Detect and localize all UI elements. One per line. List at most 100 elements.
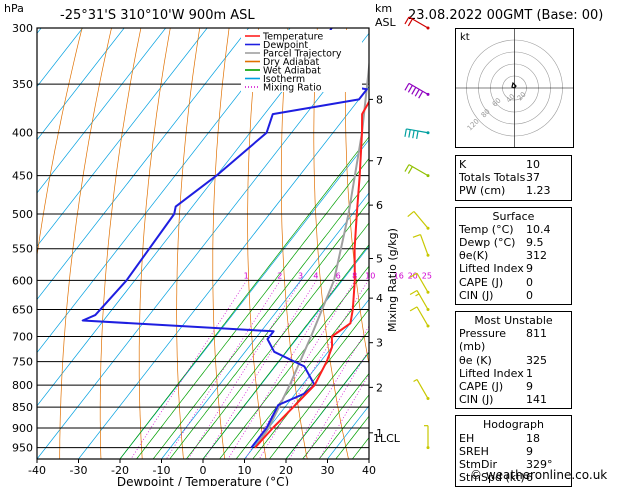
wind-barb-staff: [414, 211, 428, 228]
table-row: θe(K)312: [456, 249, 571, 262]
wind-barb-base: [427, 27, 430, 30]
table-row-value: 9: [526, 445, 568, 458]
asl-label: ASL: [375, 16, 396, 29]
table-row-key: Lifted Index: [459, 367, 526, 380]
wind-barb-base: [427, 324, 430, 327]
wind-barb: [414, 379, 430, 400]
wind-barb-flag: [419, 91, 423, 98]
table-row-value: 0: [526, 276, 568, 289]
credit-text: © weatheronline.co.uk: [470, 468, 607, 482]
pressure-tick-label: 700: [12, 330, 33, 343]
km-tick-label: 3: [376, 337, 383, 350]
table-row: PW (cm)1.23: [456, 184, 571, 197]
pressure-tick-label: 350: [12, 78, 33, 91]
wind-barb-flag: [417, 131, 418, 139]
table-row-value: 1.23: [526, 184, 568, 197]
pressure-tick-label: 300: [12, 22, 33, 35]
mixing-ratio-line: [259, 280, 368, 459]
wind-barb-flag: [408, 85, 412, 92]
wind-barb-flag: [410, 273, 417, 277]
pressure-tick-label: 800: [12, 379, 33, 392]
km-tick-label: 2: [376, 381, 383, 394]
table-row-key: EH: [459, 432, 526, 445]
hodograph-ring-label-80: 80: [480, 107, 492, 119]
wind-barb-flag: [409, 130, 410, 138]
wind-barb: [405, 165, 430, 178]
wind-barb-flag: [410, 307, 417, 311]
hodograph: kt 20 40 60 80 120: [455, 28, 574, 148]
wind-barb-base: [427, 131, 430, 134]
pressure-tick-label: 750: [12, 356, 33, 369]
dry-adiabat-line: [582, 28, 629, 459]
hodograph-ring-label-40: 40: [505, 92, 517, 104]
table-row-value: 10: [526, 158, 568, 171]
x-tick-label: 40: [362, 464, 376, 477]
wind-barb-staff: [417, 307, 428, 326]
wind-barb-flag: [405, 17, 409, 24]
lcl-label: 1LCL: [373, 432, 401, 445]
table-row-value: 1: [526, 367, 568, 380]
km-tick-label: 5: [376, 252, 383, 265]
dry-adiabat-line: [177, 28, 200, 459]
table-row-key: CIN (J): [459, 393, 526, 406]
wind-barb: [410, 273, 429, 294]
dry-adiabat-line: [611, 28, 629, 459]
pressure-tick-label: 400: [12, 127, 33, 140]
wind-barb-flag: [413, 235, 421, 238]
table-row: CIN (J)141: [456, 393, 571, 406]
mixing-ratio-label: 10: [365, 271, 375, 280]
wind-barb-flag: [408, 19, 412, 26]
wind-barb: [405, 17, 430, 30]
table-row-key: K: [459, 158, 526, 171]
table-row-value: 10.4: [526, 223, 568, 236]
wind-barb-base: [427, 254, 430, 257]
dry-adiabat-line: [213, 28, 229, 459]
pressure-tick-label: 500: [12, 208, 33, 221]
hodograph-trace: [512, 83, 516, 88]
table-title: Hodograph: [456, 418, 571, 431]
wind-barb-staff: [409, 83, 428, 94]
table-row-key: PW (cm): [459, 184, 526, 197]
table-title: Surface: [456, 210, 571, 223]
table-row-key: Dewp (°C): [459, 236, 526, 249]
wind-barb-base: [427, 174, 430, 177]
table-row-key: Pressure (mb): [459, 327, 526, 353]
km-tick-label: 4: [376, 292, 383, 305]
wind-barb-base: [427, 291, 430, 294]
mixing-ratio-label: 1: [244, 271, 249, 280]
wind-barb: [410, 290, 429, 311]
table-row-value: 325: [526, 354, 568, 367]
mixing-ratio-label: 8: [352, 271, 357, 280]
hpa-label: hPa: [4, 2, 24, 15]
table-row-key: CAPE (J): [459, 276, 526, 289]
wind-barb-flag: [408, 167, 412, 174]
wind-barb-half-flag: [416, 294, 419, 296]
table-row: θe (K)325: [456, 354, 571, 367]
table-row-value: 0: [526, 289, 568, 302]
wind-barb-staff: [409, 17, 428, 28]
pressure-tick-label: 550: [12, 243, 33, 256]
wind-barb-flag: [408, 211, 414, 216]
wind-barb-flag: [405, 129, 406, 137]
table-row-value: 9: [526, 380, 568, 393]
dry-adiabat-line: [100, 28, 141, 459]
wind-barb-base: [427, 446, 430, 449]
table-row-key: CIN (J): [459, 289, 526, 302]
table-row-key: Lifted Index: [459, 262, 526, 275]
pressure-tick-label: 850: [12, 401, 33, 414]
dry-adiabat-line: [139, 28, 170, 459]
wind-barb-base: [427, 227, 430, 230]
pressure-tick-label: 450: [12, 170, 33, 183]
table-row-key: CAPE (J): [459, 380, 526, 393]
table-row-key: Temp (°C): [459, 223, 526, 236]
x-tick-label: -30: [70, 464, 88, 477]
wind-barb: [405, 83, 430, 98]
mixing-ratio-axis-label: Mixing Ratio (g/kg): [386, 228, 399, 332]
wind-barb-staff: [417, 290, 428, 309]
